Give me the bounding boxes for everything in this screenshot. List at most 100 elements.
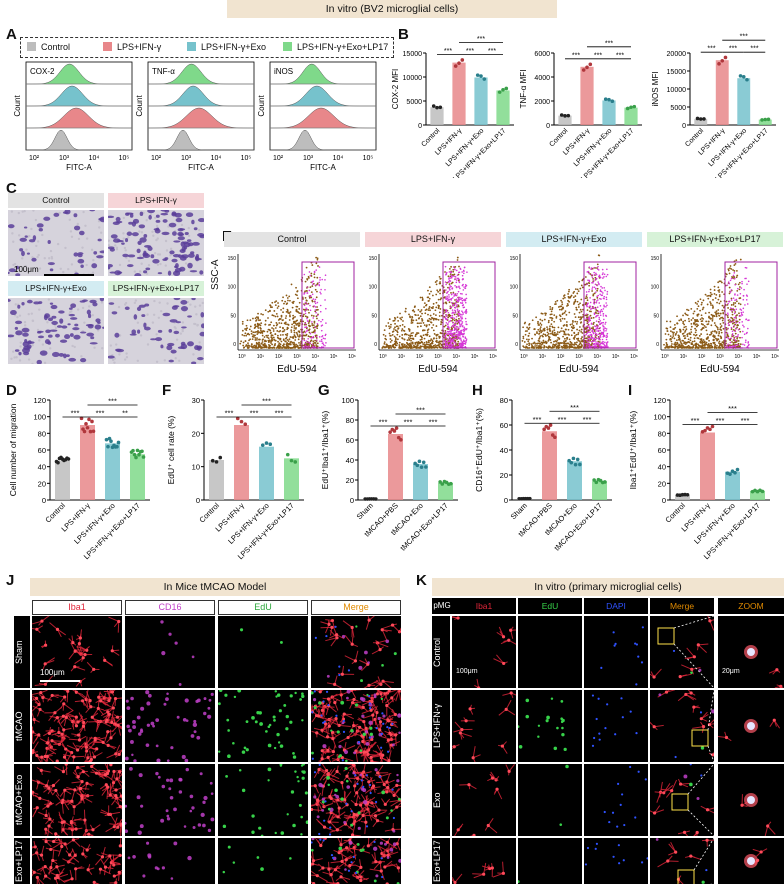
y-tick-label: 0 — [662, 496, 666, 505]
migrated-cell — [45, 329, 51, 334]
flow-event — [242, 344, 245, 347]
edu-positive-event — [445, 341, 447, 343]
flow-event — [433, 337, 435, 339]
flow-event — [567, 342, 570, 345]
edu-positive-event — [599, 326, 602, 329]
flow-event — [525, 345, 528, 348]
flow-event — [674, 341, 677, 344]
membrane-pore — [46, 321, 49, 324]
flow-event — [405, 347, 408, 349]
migrated-cell — [160, 210, 168, 212]
flow-event — [670, 338, 672, 340]
edu-positive-event — [601, 273, 604, 276]
flow-event — [721, 345, 724, 348]
migrated-cell — [192, 241, 200, 246]
flow-event — [558, 331, 561, 334]
flow-event — [296, 294, 298, 297]
cd16-signal — [178, 683, 182, 686]
flow-event — [257, 329, 259, 332]
flow-event — [284, 321, 287, 324]
flow-event — [267, 334, 269, 337]
edu-positive-event — [314, 306, 317, 308]
flow-event — [294, 336, 297, 339]
flow-event — [447, 316, 450, 319]
edu-positive-event — [445, 289, 447, 291]
flow-event — [432, 329, 435, 332]
flow-event — [528, 338, 530, 341]
flow-event — [298, 341, 300, 344]
flow-event — [439, 332, 442, 334]
edu-positive-event — [590, 268, 592, 270]
flow-event — [575, 308, 578, 311]
flow-event — [437, 306, 440, 309]
flow-event — [671, 343, 673, 345]
flow-event — [578, 329, 581, 332]
bar — [234, 425, 249, 500]
flow-event — [298, 308, 301, 310]
flow-event — [294, 315, 296, 318]
flow-event — [704, 344, 706, 347]
migrated-cell — [136, 256, 144, 260]
edu-positive-event — [455, 315, 458, 318]
flow-event — [414, 341, 417, 344]
flow-event — [244, 340, 247, 342]
flow-event — [683, 341, 686, 344]
flow-event — [521, 340, 524, 342]
edu-positive-event — [741, 321, 743, 323]
flow-event — [721, 309, 724, 312]
migrated-cell — [108, 264, 113, 268]
x-tick-label: 10⁵ — [119, 155, 130, 162]
flow-event — [703, 325, 706, 327]
edu-positive-event — [313, 270, 316, 273]
migrated-cell — [194, 345, 200, 351]
edu-positive-event — [736, 335, 739, 338]
flow-event — [708, 311, 711, 314]
migrated-cell — [58, 352, 65, 357]
flow-event — [669, 320, 672, 323]
membrane-pore — [138, 230, 141, 233]
flow-event — [260, 329, 262, 332]
x-tick-label: 10² — [698, 354, 706, 360]
flow-event — [712, 306, 714, 308]
edu-positive-event — [457, 336, 460, 338]
flow-event — [389, 341, 392, 343]
edu-positive-event — [597, 265, 599, 268]
edu-positive-event — [445, 296, 447, 299]
y-axis-label: EdU⁺Iba1⁺/Iba1⁺(%) — [320, 411, 330, 490]
membrane-pore — [19, 345, 22, 348]
flow-event — [550, 319, 553, 322]
y-tick-label: 0 — [515, 342, 518, 348]
flow-event — [528, 323, 530, 326]
flow-event — [409, 335, 412, 338]
data-point — [501, 87, 505, 92]
flow-event — [454, 299, 456, 301]
flow-event — [274, 301, 276, 304]
significance-label: ** — [122, 409, 128, 418]
flow-event — [539, 326, 542, 329]
edu-positive-event — [744, 266, 747, 269]
flow-event — [687, 344, 690, 347]
flow-event — [258, 323, 261, 326]
flow-event — [684, 346, 687, 349]
edu-positive-event — [606, 334, 608, 337]
flow-event — [719, 335, 722, 338]
flow-event — [401, 334, 404, 336]
flow-event — [311, 331, 314, 334]
flow-event — [707, 323, 710, 325]
migrated-cell — [174, 265, 178, 269]
edu-positive-event — [601, 333, 603, 335]
edu-positive-event — [462, 283, 464, 286]
membrane-pore — [21, 210, 24, 213]
flow-event — [435, 346, 438, 349]
edu-positive-event — [596, 330, 598, 332]
data-point — [79, 416, 84, 421]
flow-event — [706, 295, 709, 297]
flow-event — [428, 299, 430, 302]
data-point — [632, 104, 637, 109]
flow-event — [257, 317, 260, 320]
flow-event — [247, 347, 250, 349]
flow-event — [554, 340, 557, 342]
migrated-cell — [99, 250, 104, 254]
flow-event — [718, 332, 721, 335]
legend-swatch-exo — [187, 42, 196, 51]
